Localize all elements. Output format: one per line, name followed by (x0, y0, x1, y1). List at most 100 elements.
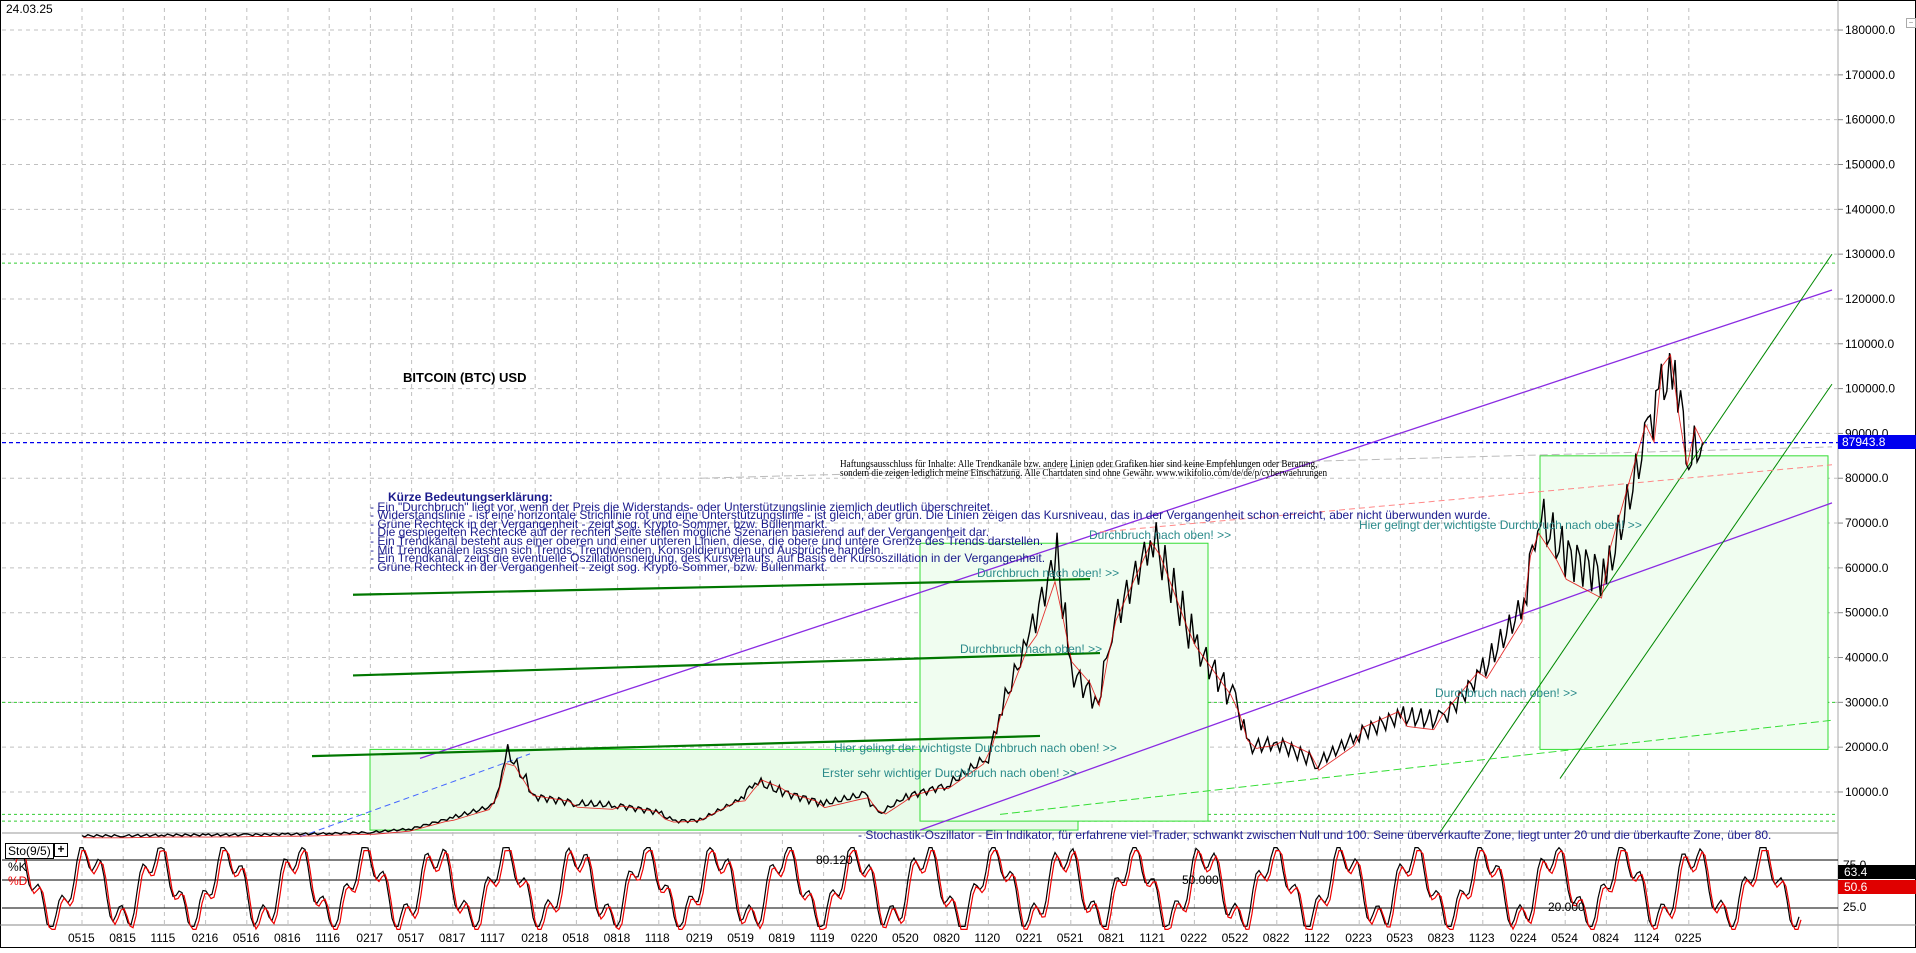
legend-line: - Grüne Rechteck in der Vergangenheit - … (370, 516, 828, 531)
bull-market-zone (1539, 455, 1829, 750)
breakout-annotation: Durchbruch nach oben! >> (977, 566, 1120, 580)
price-tick-label: 180000.0 (1845, 23, 1895, 37)
price-tick-label: 60000.0 (1845, 561, 1889, 575)
stochastic-d-label: %D (8, 874, 28, 888)
legend-line: - Ein "Durchbruch" liegt vor, wenn der P… (370, 499, 994, 514)
time-tick-label: 1117 (480, 931, 505, 945)
time-tick-label: 0523 (1386, 931, 1413, 945)
time-tick-label: 0517 (398, 931, 425, 945)
time-tick-label: 0822 (1263, 931, 1290, 945)
legend-line: - Grüne Rechteck in der Vergangenheit - … (370, 559, 828, 574)
price-tick-label: 70000.0 (1845, 516, 1889, 530)
price-tick-label: 150000.0 (1845, 158, 1895, 172)
time-tick-label: 1115 (150, 931, 175, 945)
time-tick-label: 0220 (851, 931, 878, 945)
trend-dash-line (299, 753, 531, 838)
time-tick-label: 0821 (1098, 931, 1125, 945)
price-series-down (82, 353, 1704, 839)
time-tick-label: 0216 (192, 931, 219, 945)
time-tick-label: 0515 (68, 931, 95, 945)
stochastic-inline-label: 50.000 (1182, 873, 1219, 887)
breakout-annotation: Erster sehr wichtiger Durchbruch nach ob… (822, 766, 1077, 780)
stochastic-d-line (15, 849, 1802, 931)
time-tick-label: 0225 (1675, 931, 1702, 945)
time-tick-label: 0819 (768, 931, 795, 945)
stochastic-level-25: 25.0 (1843, 900, 1867, 914)
trend-line-green (1439, 253, 1833, 833)
time-tick-label: 0519 (727, 931, 754, 945)
time-tick-label: 0218 (521, 931, 548, 945)
time-tick-label: 1123 (1469, 931, 1495, 945)
time-tick-label: 0824 (1592, 931, 1619, 945)
price-tick-label: 50000.0 (1845, 606, 1889, 620)
chart-title: BITCOIN (BTC) USD (403, 370, 527, 385)
time-tick-label: 0219 (686, 931, 713, 945)
time-tick-label: 0221 (1016, 931, 1043, 945)
price-tick-label: 120000.0 (1845, 292, 1895, 306)
chart-date: 24.03.25 (6, 2, 53, 16)
price-tick-label: 100000.0 (1845, 382, 1895, 396)
time-tick-label: 0518 (562, 931, 589, 945)
breakout-annotation: Durchbruch nach oben! >> (960, 642, 1103, 656)
stochastic-k-value: 63.4 (1838, 865, 1916, 879)
time-tick-label: 0522 (1222, 931, 1249, 945)
time-tick-label: 0818 (604, 931, 631, 945)
breakout-annotation: Hier gelingt der wichtigste Durchbruch n… (834, 741, 1117, 755)
price-tick-label: 130000.0 (1845, 247, 1895, 261)
indicator-label-button[interactable]: Sto(9/5) (5, 843, 54, 859)
trend-line-green (1559, 383, 1833, 779)
price-tick-label: 30000.0 (1845, 695, 1889, 709)
time-tick-label: 0223 (1345, 931, 1372, 945)
indicator-expand-button[interactable]: + (54, 843, 68, 857)
time-tick-label: 0217 (356, 931, 383, 945)
time-tick-label: 0524 (1551, 931, 1578, 945)
time-tick-label: 1118 (645, 931, 670, 945)
price-tick-label: 10000.0 (1845, 785, 1889, 799)
time-tick-label: 1119 (810, 931, 835, 945)
price-tick-label: 170000.0 (1845, 68, 1895, 82)
time-tick-label: 1116 (315, 931, 340, 945)
time-tick-label: 0222 (1180, 931, 1207, 945)
price-tick-label: 160000.0 (1845, 113, 1895, 127)
breakout-annotation: Durchbruch nach oben! >> (1435, 686, 1578, 700)
projection-line (699, 446, 1833, 479)
legend-line: - Die gespiegelten Rechtecke auf der rec… (370, 525, 990, 540)
legend-explanation: Kürze Bedeutungserklärung: - Ein "Durchb… (370, 490, 1491, 574)
time-tick-label: 0816 (274, 931, 301, 945)
time-tick-label: 0520 (892, 931, 919, 945)
time-tick-label: 0516 (233, 931, 260, 945)
time-tick-label: 0823 (1428, 931, 1455, 945)
collapse-button[interactable]: − (1906, 18, 1916, 28)
disclaimer-line: sondern die zeigen lediglich meine Einsc… (840, 468, 1328, 479)
stochastic-k-label: %K (8, 860, 27, 874)
resistance-trend-line (1099, 464, 1833, 533)
legend-line: - Mit Trendkanälen lassen sich Trends, T… (370, 542, 884, 557)
stochastic-d-value: 50.6 (1838, 880, 1916, 894)
breakout-annotation: Durchbruch nach oben! >> (1089, 528, 1232, 542)
time-tick-label: 1121 (1139, 931, 1165, 945)
long-trend-line (352, 651, 1101, 677)
time-tick-label: 1120 (974, 931, 1000, 945)
trend-channel-lower (919, 502, 1833, 831)
disclaimer-line: Haftungsausschluss für Inhalte: Alle Tre… (840, 459, 1318, 470)
disclaimer-text: Haftungsausschluss für Inhalte: Alle Tre… (840, 459, 1328, 479)
long-trend-line (311, 734, 1041, 758)
price-tick-label: 80000.0 (1845, 471, 1889, 485)
legend-line: - Ein Trendkanal besteht aus einer obere… (370, 533, 1044, 548)
long-trend-line (352, 577, 1091, 596)
time-tick-label: 0817 (439, 931, 466, 945)
price-tick-label: 40000.0 (1845, 651, 1889, 665)
time-tick-label: 0815 (109, 931, 136, 945)
support-trend-line (999, 719, 1833, 815)
legend-title: Kürze Bedeutungserklärung: (388, 490, 553, 504)
current-price-tag: 87943.8 (1838, 435, 1916, 449)
stochastic-inline-label: 20.000 (1548, 900, 1585, 914)
legend-line: - Ein Trendkanal, zeigt die eventuelle O… (370, 551, 1046, 566)
price-tick-label: 20000.0 (1845, 740, 1889, 754)
trend-channel-upper (419, 289, 1833, 759)
price-tick-label: 110000.0 (1845, 337, 1894, 351)
stochastic-inline-label: 80.120 (816, 853, 853, 867)
time-tick-label: 0820 (933, 931, 960, 945)
